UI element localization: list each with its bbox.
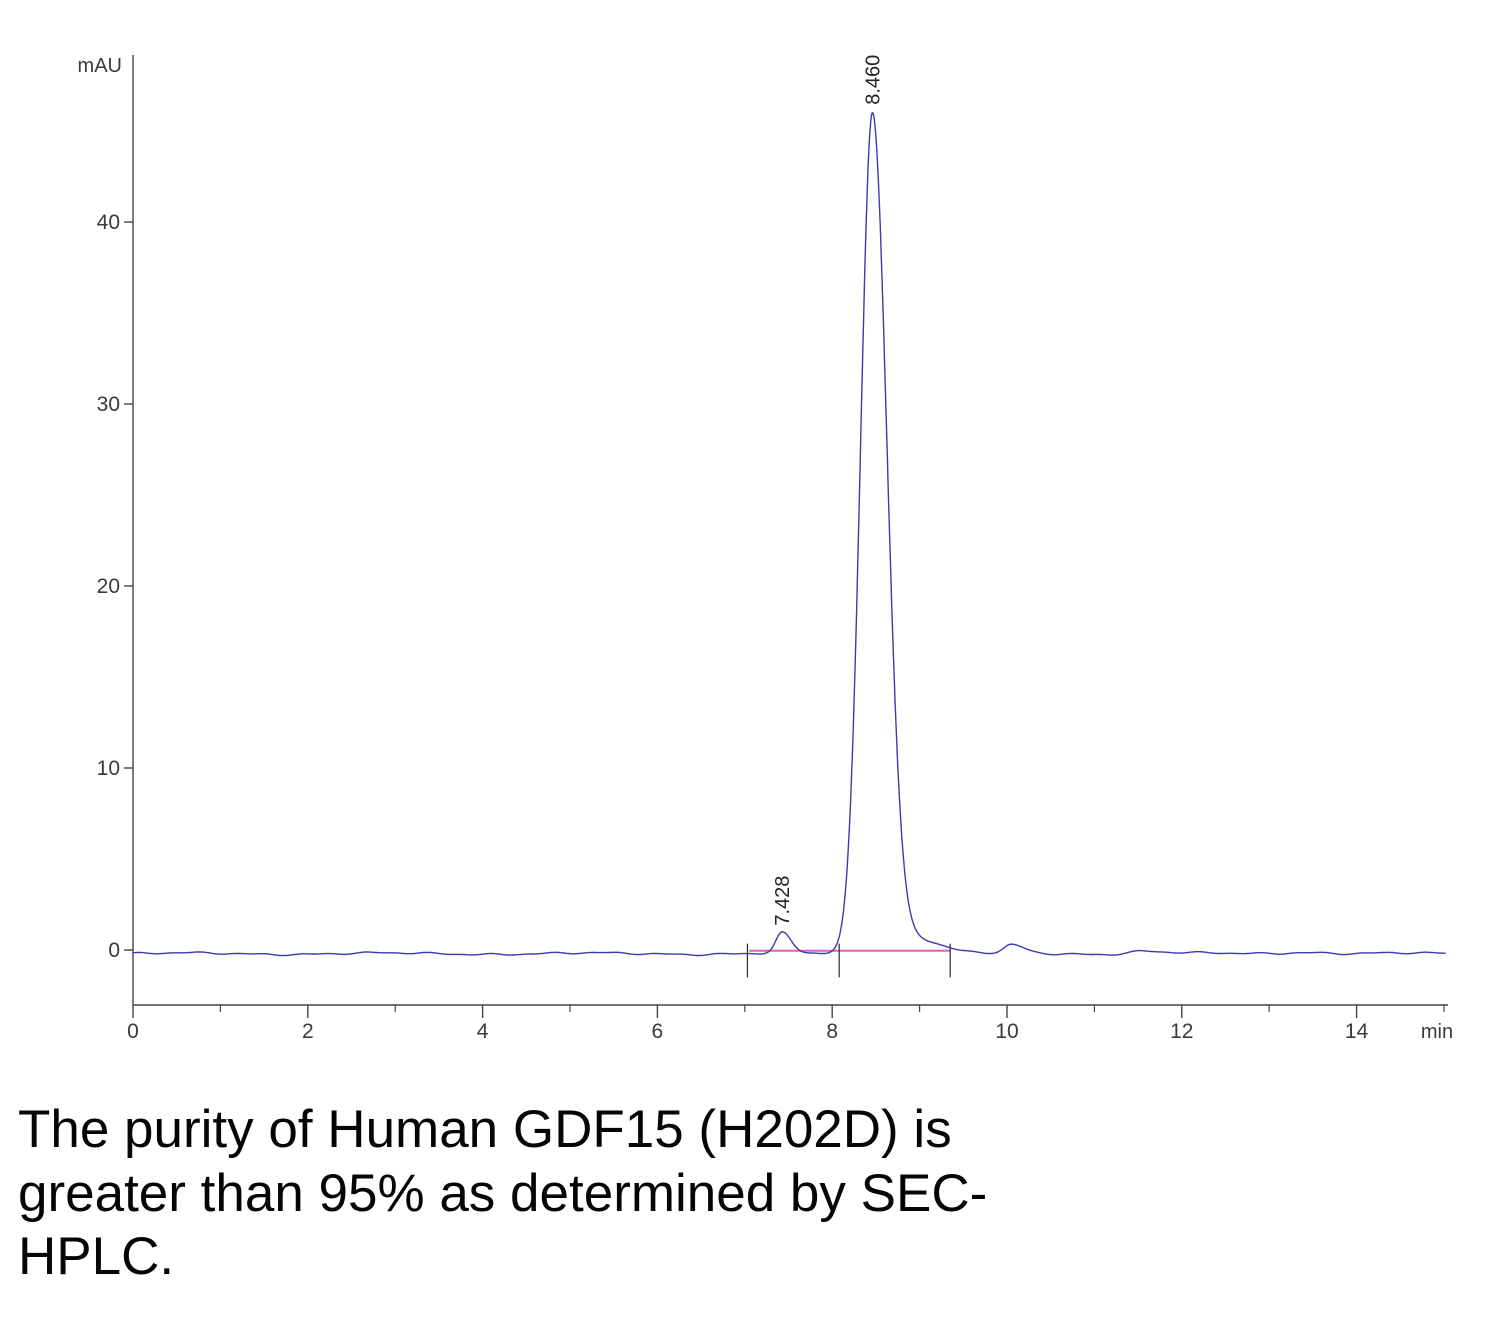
x-tick-label: 8 bbox=[826, 1020, 838, 1043]
chromatogram: mAU 0 10 20 30 40 0 2 4 6 8 10 12 14 min 7.428 8.460 bbox=[78, 55, 1454, 1043]
y-axis-unit-label: mAU bbox=[78, 55, 122, 77]
peak-label: 7.428 bbox=[772, 876, 794, 926]
x-tick-label: 4 bbox=[477, 1020, 489, 1043]
caption-line: The purity of Human GDF15 (H202D) is bbox=[18, 1100, 952, 1159]
y-tick-label: 40 bbox=[97, 211, 120, 234]
peak-label: 8.460 bbox=[862, 55, 884, 105]
x-tick-label: 2 bbox=[302, 1020, 314, 1043]
y-tick-label: 30 bbox=[97, 393, 120, 416]
caption-line: HPLC. bbox=[18, 1227, 175, 1287]
caption-line: greater than 95% as determined by SEC- bbox=[18, 1163, 988, 1223]
x-tick-label: 14 bbox=[1345, 1020, 1369, 1043]
signal-trace bbox=[132, 111, 1446, 957]
caption: The purity of Human GDF15 (H202D) is gre… bbox=[18, 1098, 1258, 1289]
x-tick-label: 0 bbox=[127, 1020, 139, 1043]
chromatogram-plot: mAU 0 10 20 30 40 0 2 4 6 8 10 12 14 min 7.428 8.460 bbox=[78, 55, 1454, 1043]
y-tick-label: 20 bbox=[97, 575, 120, 598]
x-tick-label: 10 bbox=[995, 1020, 1018, 1043]
x-tick-label: 6 bbox=[652, 1020, 664, 1043]
x-tick-label: 12 bbox=[1170, 1020, 1193, 1043]
y-tick-label: 10 bbox=[97, 757, 120, 780]
x-axis-unit-label: min bbox=[1421, 1021, 1453, 1043]
y-tick-label: 0 bbox=[108, 939, 120, 962]
